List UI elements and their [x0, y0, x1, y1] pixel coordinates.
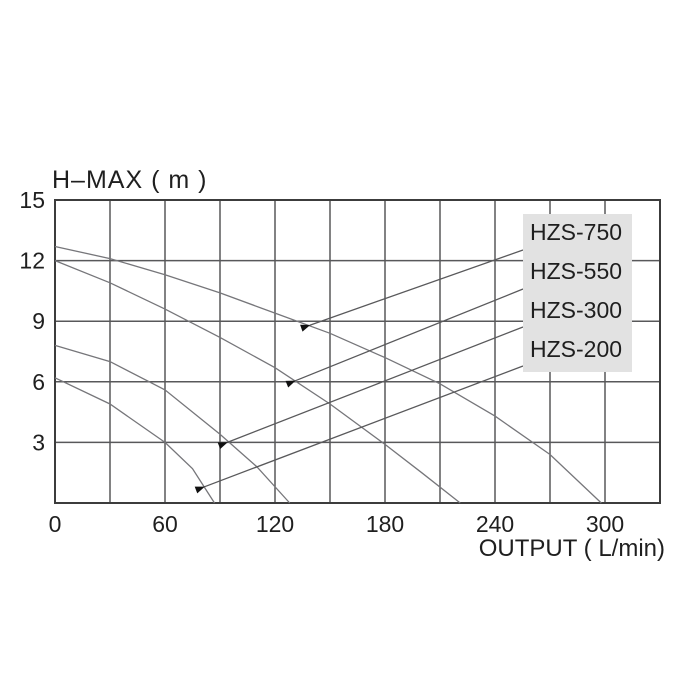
plot-border	[54, 199, 661, 504]
legend-item-hzs-750: HZS-750	[530, 219, 622, 245]
leader-line-hzs-300	[217, 326, 524, 450]
x-tick-label: 240	[476, 511, 514, 537]
x-tick-label: 120	[256, 511, 294, 537]
pump-curves	[54, 245, 602, 504]
y-tick-label: 15	[19, 187, 45, 213]
x-tick-label: 60	[152, 511, 178, 537]
curve-hzs-200	[54, 377, 216, 504]
legend-item-hzs-550: HZS-550	[530, 258, 622, 284]
legend-leader-lines	[194, 249, 524, 494]
curve-hzs-300	[54, 344, 291, 504]
y-tick-label: 6	[32, 369, 45, 395]
leader-line-hzs-200	[194, 365, 524, 494]
y-tick-label: 9	[32, 308, 45, 334]
x-tick-label: 300	[586, 511, 624, 537]
y-tick-label: 12	[19, 248, 45, 274]
x-axis-label: OUTPUT ( L/min)	[479, 535, 665, 562]
leader-line-hzs-750	[300, 249, 524, 332]
x-tick-label: 180	[366, 511, 404, 537]
legend-item-hzs-200: HZS-200	[530, 336, 622, 362]
legend: HZS-750 HZS-550 HZS-300 HZS-200	[530, 219, 622, 362]
axis-tick-labels: 0 60 120 180 240 300 15 12 9 6 3	[19, 187, 624, 537]
legend-item-hzs-300: HZS-300	[530, 297, 622, 323]
chart-title: H–MAX ( m )	[52, 166, 207, 194]
y-tick-label: 3	[32, 429, 45, 455]
legend-box	[523, 214, 632, 372]
leader-line-hzs-550	[285, 288, 524, 388]
x-tick-label: 0	[49, 511, 62, 537]
curve-hzs-550	[54, 259, 461, 504]
curve-hzs-750	[54, 245, 602, 504]
